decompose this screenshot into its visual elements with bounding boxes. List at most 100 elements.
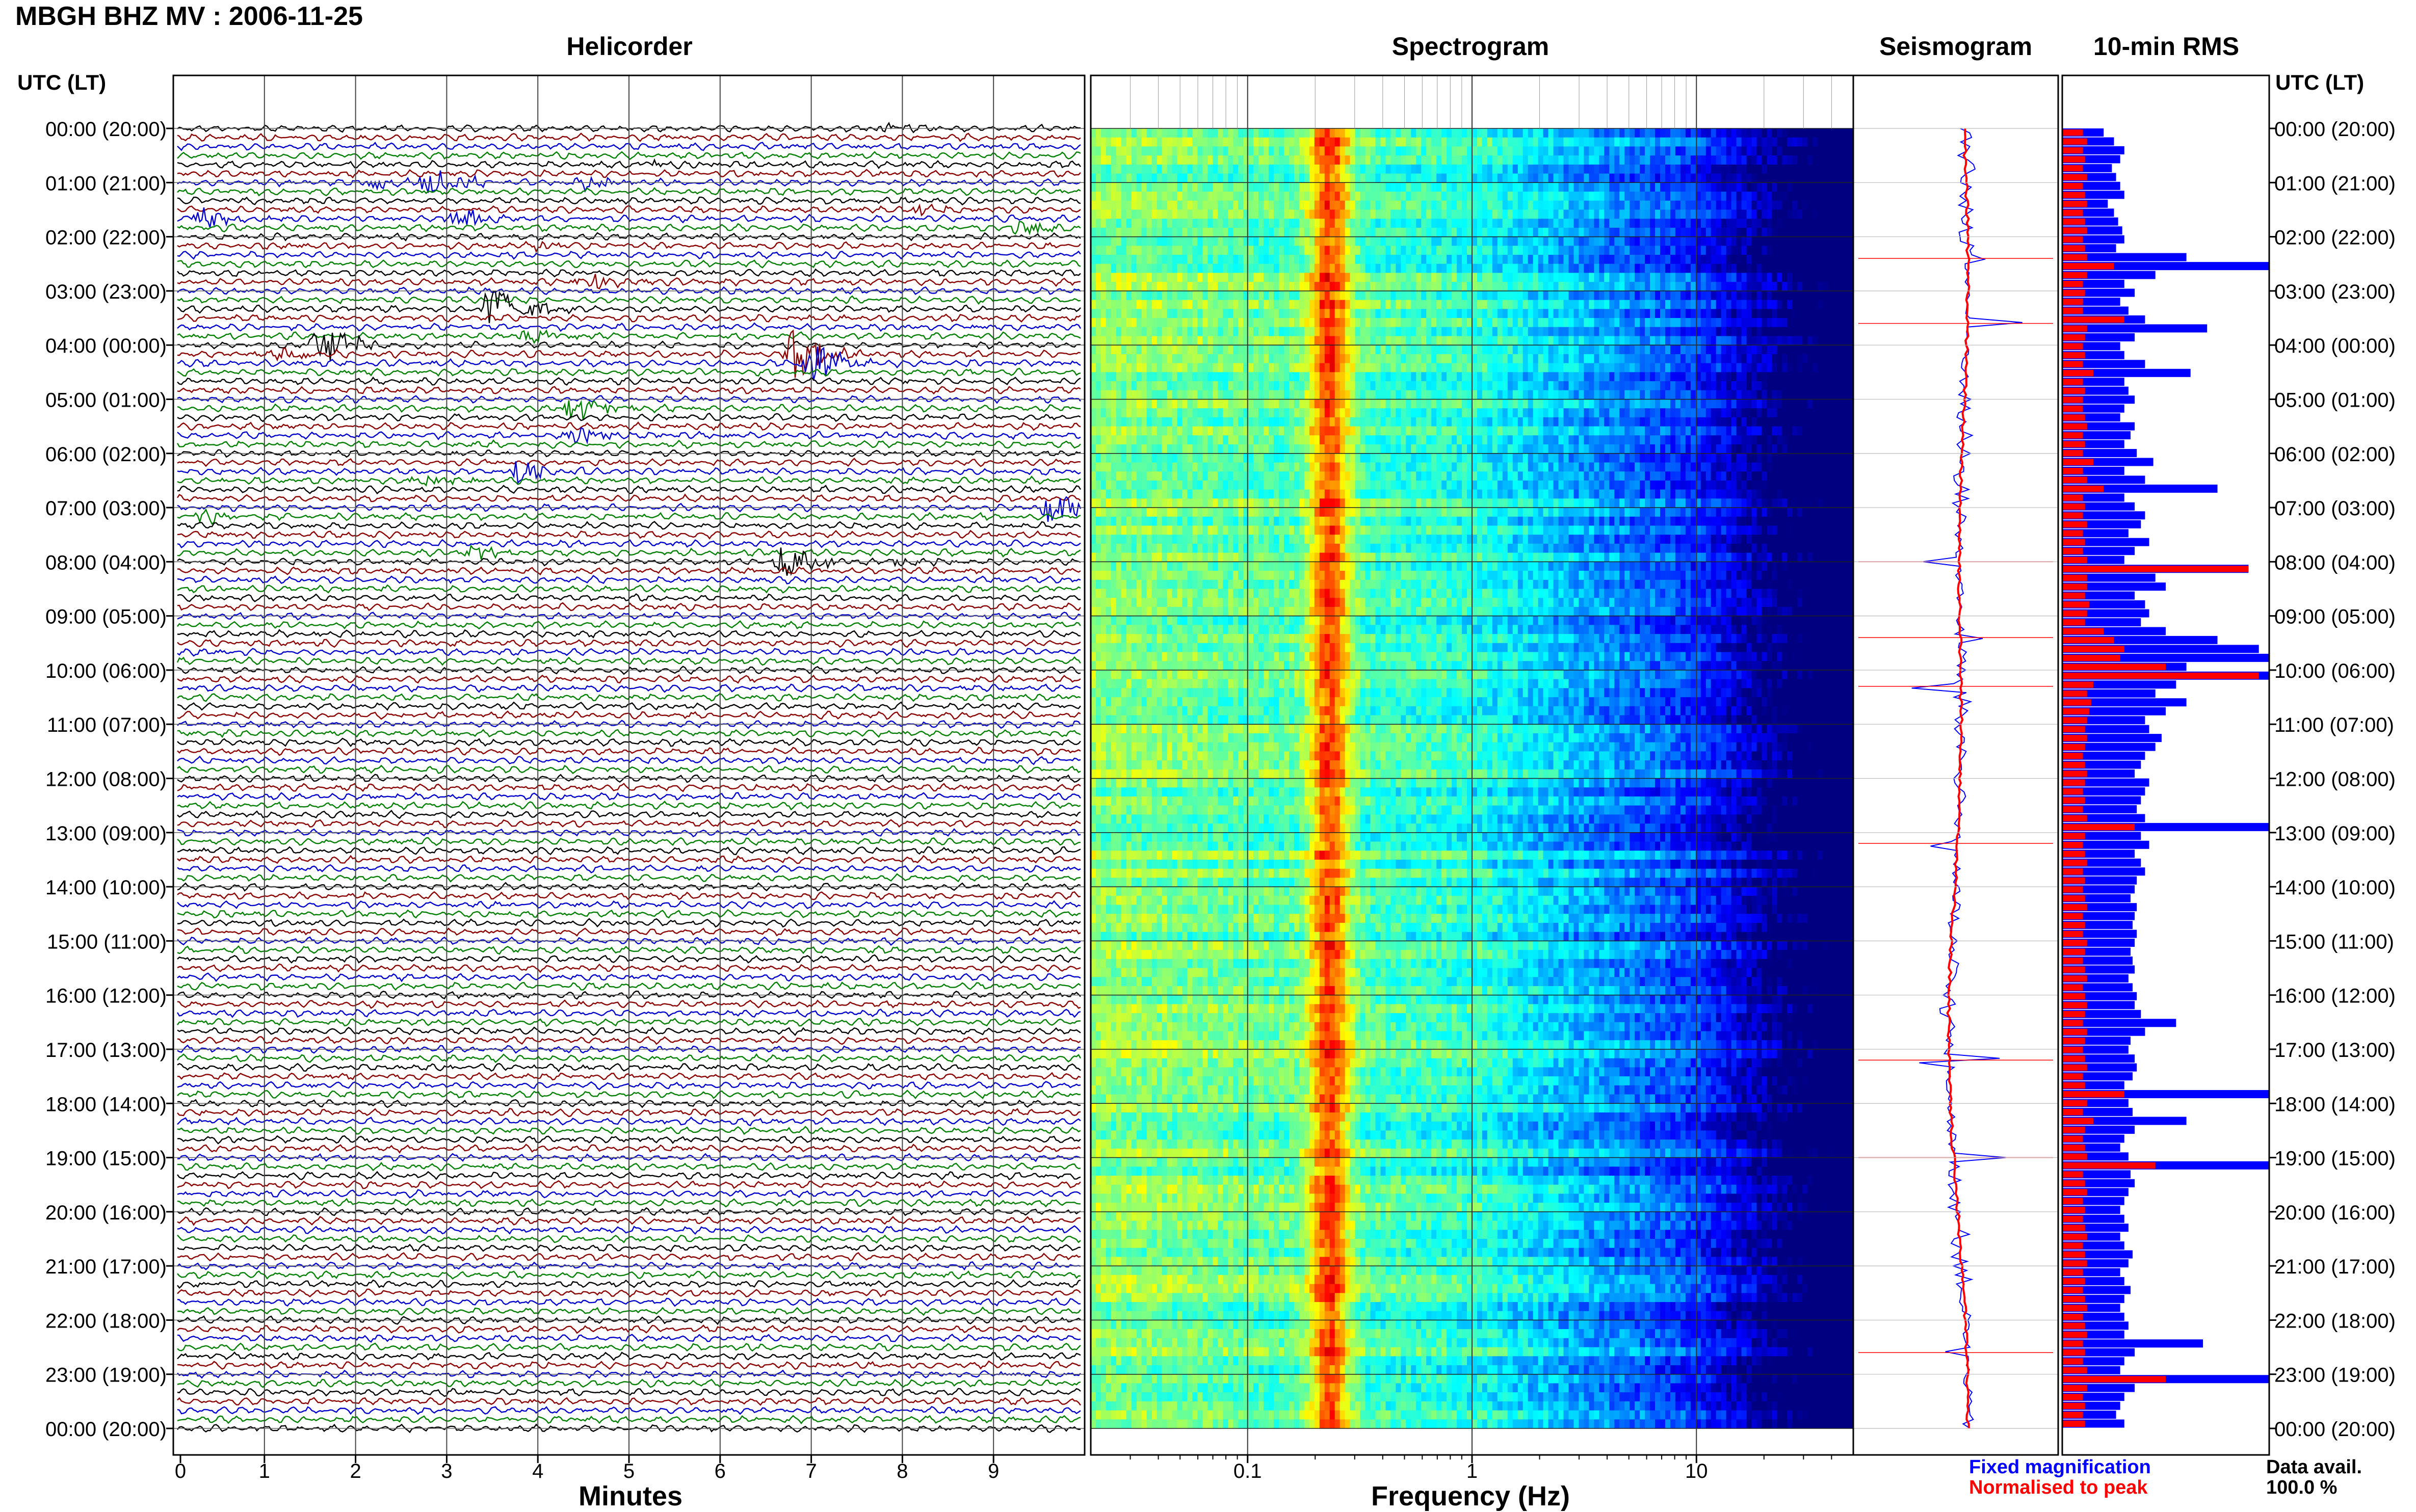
spectrogram-cell (1599, 354, 1605, 363)
spectrogram-cell (1183, 363, 1188, 373)
spectrogram-cell (1309, 300, 1315, 309)
spectrogram-cell (1431, 327, 1437, 336)
spectrogram-cell (1635, 228, 1640, 237)
spectrogram-cell (1528, 327, 1534, 336)
spectrogram-cell (1706, 354, 1712, 363)
spectrogram-cell (1126, 128, 1132, 138)
spectrogram-cell (1757, 219, 1763, 228)
spectrogram-cell (1284, 165, 1290, 174)
spectrogram-cell (1207, 155, 1213, 165)
spectrogram-cell (1772, 165, 1777, 174)
spectrogram-cell (1406, 390, 1411, 400)
spectrogram-cell (1457, 273, 1462, 282)
spectrogram-cell (1197, 309, 1203, 318)
spectrogram-cell (1767, 128, 1773, 138)
spectrogram-cell (1680, 354, 1686, 363)
spectrogram-cell (1345, 165, 1351, 174)
spectrogram-cell (1396, 255, 1401, 264)
spectrogram-cell (1207, 336, 1213, 346)
spectrogram-cell (1376, 219, 1381, 228)
spectrogram-cell (1772, 354, 1777, 363)
spectrogram-cell (1624, 165, 1630, 174)
spectrogram-cell (1807, 381, 1813, 390)
spectrogram-cell (1207, 273, 1213, 282)
spectrogram-cell (1315, 345, 1320, 354)
spectrogram-cell (1183, 182, 1188, 192)
spectrogram-cell (1126, 246, 1132, 255)
spectrogram-cell (1152, 282, 1158, 291)
spectrogram-cell (1289, 327, 1295, 336)
spectrogram-cell (1802, 345, 1808, 354)
spectrogram-cell (1436, 291, 1442, 300)
spectrogram-cell (1116, 381, 1122, 390)
spectrogram-cell (1701, 174, 1706, 183)
spectrogram-cell (1462, 390, 1467, 400)
spectrogram-cell (1183, 336, 1188, 346)
spectrogram-cell (1686, 201, 1691, 210)
spectrogram-cell (1436, 318, 1442, 327)
spectrogram-cell (1508, 128, 1513, 138)
spectrogram-cell (1431, 174, 1437, 183)
spectrogram-cell (1264, 228, 1269, 237)
spectrogram-cell (1737, 146, 1742, 155)
spectrogram-cell (1706, 201, 1712, 210)
spectrogram-cell (1371, 246, 1376, 255)
spectrogram-cell (1711, 372, 1717, 381)
spectrogram-cell (1390, 282, 1396, 291)
spectrogram-cell (1564, 336, 1569, 346)
spectrogram-cell (1609, 128, 1615, 138)
spectrogram-cell (1614, 363, 1620, 373)
spectrogram-cell (1304, 165, 1310, 174)
spectrogram-cell (1365, 390, 1371, 400)
spectrogram-cell (1823, 363, 1828, 373)
spectrogram-cell (1665, 201, 1671, 210)
spectrogram-cell (1543, 345, 1549, 354)
spectrogram-cell (1503, 209, 1508, 219)
spectrogram-cell (1538, 228, 1544, 237)
spectrogram-cell (1650, 291, 1656, 300)
spectrogram-cell (1777, 182, 1782, 192)
spectrogram-cell (1253, 300, 1259, 309)
spectrogram-cell (1386, 209, 1391, 219)
spectrogram-cell (1183, 209, 1188, 219)
spectrogram-cell (1680, 246, 1686, 255)
spectrogram-cell (1365, 128, 1371, 138)
spectrogram-cell (1747, 155, 1752, 165)
spectrogram-cell (1390, 138, 1396, 147)
spectrogram-cell (1253, 309, 1259, 318)
spectrogram-cell (1167, 318, 1173, 327)
spectrogram-cell (1492, 354, 1498, 363)
spectrogram-cell (1538, 165, 1544, 174)
spectrogram-cell (1508, 381, 1513, 390)
spectrogram-cell (1253, 318, 1259, 327)
spectrogram-cell (1787, 282, 1793, 291)
spectrogram-cell (1411, 209, 1416, 219)
spectrogram-cell (1416, 138, 1422, 147)
spectrogram-cell (1345, 282, 1351, 291)
spectrogram-cell (1716, 264, 1722, 273)
spectrogram-cell (1126, 219, 1132, 228)
spectrogram-cell (1802, 201, 1808, 210)
spectrogram-cell (1258, 390, 1264, 400)
spectrogram-cell (1665, 128, 1671, 138)
spectrogram-cell (1441, 128, 1447, 138)
spectrogram-cell (1482, 400, 1488, 409)
spectrogram-cell (1619, 372, 1625, 381)
spectrogram-cell (1487, 192, 1493, 201)
spectrogram-cell (1111, 291, 1117, 300)
spectrogram-cell (1609, 237, 1615, 246)
spectrogram-cell (1548, 155, 1554, 165)
spectrogram-cell (1253, 345, 1259, 354)
spectrogram-cell (1183, 138, 1188, 147)
spectrogram-cell (1482, 345, 1488, 354)
spectrogram-cell (1792, 282, 1798, 291)
spectrogram-cell (1157, 246, 1163, 255)
spectrogram-cell (1742, 138, 1747, 147)
spectrogram-cell (1121, 174, 1127, 183)
spectrogram-cell (1747, 192, 1752, 201)
spectrogram-cell (1477, 318, 1483, 327)
spectrogram-cell (1223, 318, 1228, 327)
spectrogram-cell (1320, 128, 1325, 138)
spectrogram-cell (1335, 174, 1341, 183)
spectrogram-cell (1604, 372, 1610, 381)
